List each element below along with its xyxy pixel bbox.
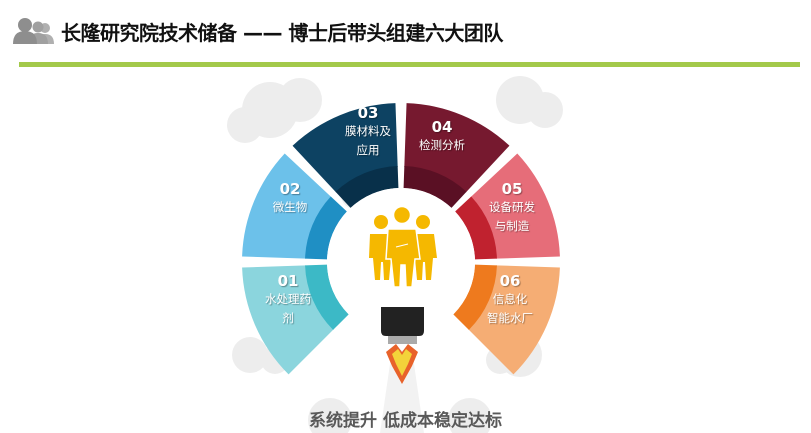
segment-05 bbox=[455, 153, 560, 260]
segment-06 bbox=[453, 264, 560, 375]
team-label-04: 04 检测分析 bbox=[407, 118, 477, 155]
team-number: 01 bbox=[277, 272, 299, 290]
team-label-05: 05 设备研发与制造 bbox=[477, 180, 547, 236]
segment-inner bbox=[305, 264, 349, 330]
team-name: 检测分析 bbox=[419, 138, 465, 152]
team-number: 04 bbox=[431, 118, 453, 136]
cloud bbox=[308, 398, 352, 433]
team-name: 剂 bbox=[282, 311, 294, 325]
team-number: 03 bbox=[357, 104, 379, 122]
cloud bbox=[232, 337, 268, 373]
title-divider bbox=[19, 62, 800, 67]
segment-03 bbox=[292, 103, 399, 208]
segment-inner bbox=[403, 166, 467, 208]
team-name: 膜材料及 bbox=[345, 124, 391, 138]
cloud bbox=[448, 398, 492, 433]
page-title: 长隆研究院技术储备 —— 博士后带头组建六大团队 bbox=[61, 21, 503, 45]
segment-inner bbox=[305, 196, 347, 260]
team-label-03: 03 膜材料及应用 bbox=[333, 104, 403, 160]
segment-inner bbox=[453, 264, 497, 330]
cloud bbox=[227, 107, 263, 143]
segment-outer bbox=[242, 153, 332, 259]
segment-inner bbox=[335, 166, 399, 208]
caption: 系统提升 低成本稳定达标 bbox=[309, 411, 502, 431]
team-label-06: 06 信息化智能水厂 bbox=[475, 272, 545, 328]
team-number: 02 bbox=[279, 180, 301, 198]
team-label-01: 01 水处理药剂 bbox=[253, 272, 323, 328]
business-team-icon bbox=[369, 205, 437, 288]
team-name: 微生物 bbox=[272, 200, 308, 214]
team-name: 设备研发 bbox=[489, 200, 535, 214]
segment-01 bbox=[242, 264, 349, 375]
cloud bbox=[527, 92, 563, 128]
rocket-icon bbox=[381, 307, 424, 384]
team-label-02: 02 微生物 bbox=[255, 180, 325, 217]
users-icon bbox=[13, 18, 54, 44]
segment-outer bbox=[404, 103, 510, 193]
segment-02 bbox=[242, 153, 347, 260]
team-name: 智能水厂 bbox=[487, 311, 533, 325]
rocket-beam bbox=[380, 350, 424, 433]
team-name: 信息化 bbox=[492, 292, 528, 306]
segment-outer bbox=[292, 103, 398, 193]
segment-04 bbox=[403, 103, 510, 208]
team-number: 06 bbox=[499, 272, 521, 290]
segment-inner bbox=[455, 196, 497, 260]
cloud bbox=[278, 78, 322, 122]
team-name: 水处理药 bbox=[265, 292, 311, 306]
team-name: 与制造 bbox=[494, 219, 530, 233]
team-name: 应用 bbox=[356, 143, 380, 157]
segment-outer bbox=[470, 153, 560, 259]
team-number: 05 bbox=[501, 180, 523, 198]
